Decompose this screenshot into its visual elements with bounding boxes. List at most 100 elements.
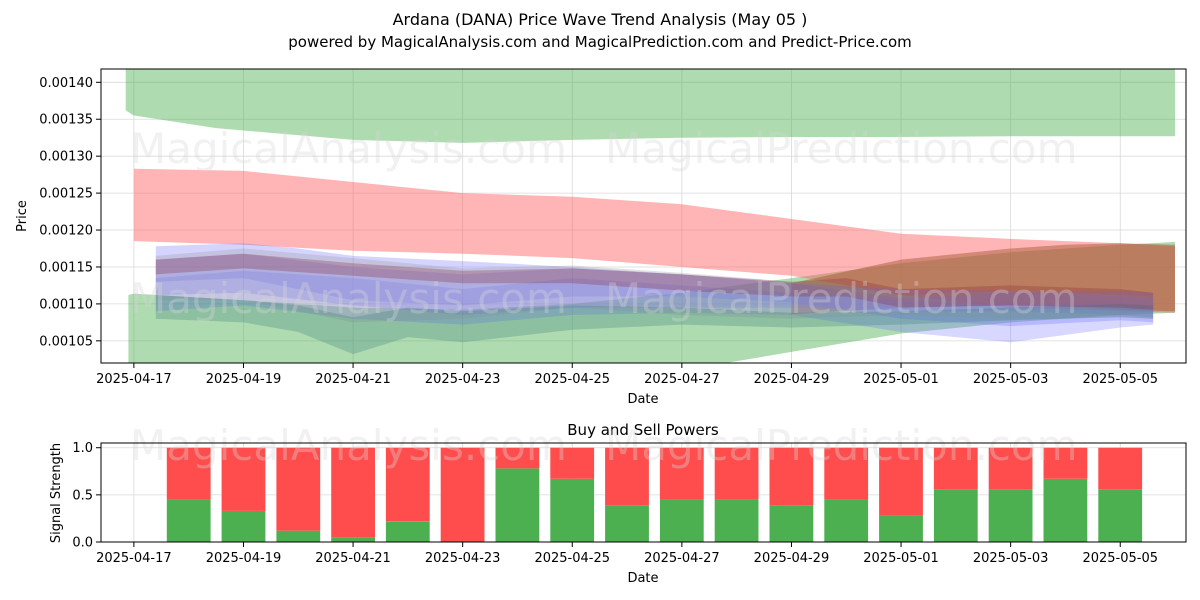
signal-bars [166,447,1143,542]
brown-band [791,243,1175,315]
watermark-mid-right: MagicalPrediction.com [605,274,1078,323]
sell-bar [385,447,430,522]
signal-x-tick-label: 2025-04-27 [644,551,720,566]
buy-bar [933,489,978,542]
signal-x-tick-label: 2025-04-19 [206,551,282,566]
buy-bar [385,521,430,542]
signal-x-tick-label: 2025-04-21 [315,551,391,566]
price-x-tick-label: 2025-04-27 [644,372,720,387]
blue-band-1 [155,253,1154,318]
sell-bar [440,447,485,542]
signal-x-tick-label: 2025-05-03 [973,551,1049,566]
signal-y-tick-label: 1.0 [72,441,93,456]
price-bands [125,69,1175,363]
sell-bar [824,447,869,500]
red-band [133,168,1175,313]
price-x-tick-label: 2025-04-19 [206,372,282,387]
price-x-tick-label: 2025-05-05 [1082,372,1158,387]
signal-x-axis: 2025-04-17 2025-04-19 2025-04-21 2025-04-23… [96,542,1158,566]
buy-bar [166,499,211,542]
price-y-tick-label: 0.00110 [39,297,93,312]
blue-band-3 [155,270,1154,343]
price-x-tick-label: 2025-04-21 [315,372,391,387]
dark-red-band [155,253,1154,310]
signal-title: Buy and Sell Powers [567,421,719,439]
sell-bar [933,447,978,490]
watermark-mid-left: MagicalAnalysis.com [130,274,567,323]
price-x-tick-label: 2025-04-17 [96,372,172,387]
signal-x-tick-label: 2025-04-25 [534,551,610,566]
signal-y-tick-label: 0.0 [72,536,93,551]
signal-x-tick-label: 2025-05-01 [863,551,939,566]
grey-band [155,248,1154,323]
signal-x-label: Date [627,571,658,586]
sell-bar [331,447,375,538]
sell-bar [495,447,540,469]
sell-bar [714,447,759,500]
price-y-tick-label: 0.00125 [39,187,93,202]
buy-bar [276,530,321,542]
sell-bar [276,447,321,531]
signal-x-tick-label: 2025-04-29 [754,551,830,566]
upper-green-band [125,69,1175,143]
sell-bar [879,447,923,516]
teal-band [155,295,1154,355]
watermark-bottom-left: MagicalAnalysis.com [130,421,567,470]
signal-y-tick-label: 0.5 [72,488,93,503]
price-panel: MagicalAnalysis.com MagicalPrediction.co… [15,68,1187,407]
price-x-tick-label: 2025-04-25 [534,372,610,387]
price-x-tick-label: 2025-05-03 [973,372,1049,387]
signal-y-axis: 0.0 0.5 1.0 [72,441,101,551]
signal-x-tick-label: 2025-04-17 [96,551,172,566]
price-x-tick-label: 2025-04-29 [754,372,830,387]
chart-subtitle: powered by MagicalAnalysis.com and Magic… [288,33,912,51]
price-y-tick-label: 0.00130 [39,150,93,165]
buy-bar [879,515,923,542]
signal-y-label: Signal Strength [49,443,64,543]
buy-bar [659,499,704,542]
price-x-axis: 2025-04-17 2025-04-19 2025-04-21 2025-04-23… [96,363,1158,387]
sell-bar [605,447,649,506]
signal-x-tick-label: 2025-04-23 [425,551,501,566]
lower-green-band [128,241,1175,363]
price-grid [101,69,1186,363]
sell-bar [659,447,704,500]
sell-bar [221,447,266,511]
watermark-bottom-right: MagicalPrediction.com [605,421,1078,470]
price-axes-frame [100,68,1187,364]
buy-bar [331,537,375,542]
price-y-tick-label: 0.00140 [39,76,93,91]
sell-bar [769,447,814,506]
watermark-top-right: MagicalPrediction.com [605,124,1078,173]
sell-bar [1098,447,1143,490]
buy-bar [550,478,595,542]
price-x-tick-label: 2025-04-23 [425,372,501,387]
sell-bar [988,447,1033,490]
buy-bar [714,499,759,542]
price-y-tick-label: 0.00135 [39,113,93,128]
buy-bar [495,468,540,542]
price-x-label: Date [627,392,658,407]
sell-bar [1043,447,1088,479]
sell-bar [550,447,595,479]
buy-bar [769,505,814,542]
watermark-top-left: MagicalAnalysis.com [130,124,567,173]
signal-axes-frame [100,442,1187,543]
sell-bar [166,447,211,500]
price-y-tick-label: 0.00115 [39,260,93,275]
buy-bar [221,510,266,542]
chart-title: Ardana (DANA) Price Wave Trend Analysis … [393,10,808,29]
price-y-axis: 0.00105 0.00110 0.00115 0.00120 0.00125 0.001… [39,76,101,349]
signal-x-tick-label: 2025-05-05 [1082,551,1158,566]
buy-bar [605,505,649,542]
buy-bar [1098,489,1143,542]
price-y-label: Price [15,200,30,232]
buy-bar [988,489,1033,542]
buy-bar [824,499,869,542]
price-y-tick-label: 0.00120 [39,224,93,239]
blue-band-2 [155,243,1154,327]
signal-panel: Buy and Sell Powers MagicalAnalysis.com … [49,421,1187,586]
price-y-tick-label: 0.00105 [39,334,93,349]
buy-bar [1043,478,1088,542]
